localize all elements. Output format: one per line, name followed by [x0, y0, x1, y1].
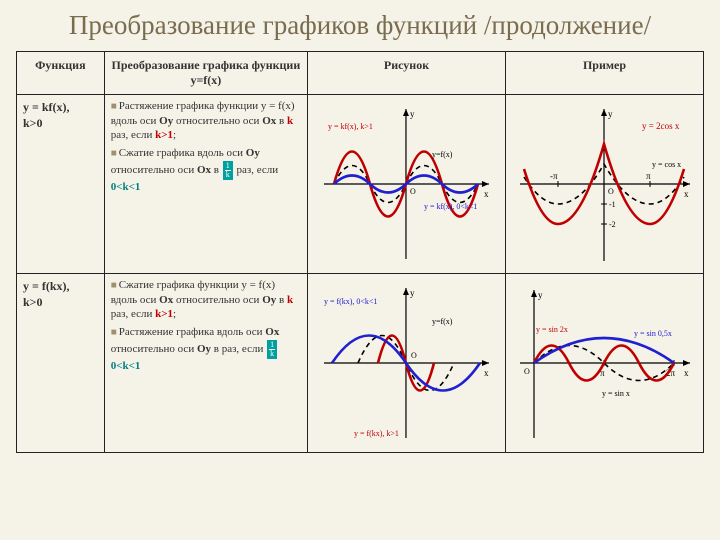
- e1oy: Oy: [262, 294, 276, 306]
- example-1-svg: y x O -π π -1 -2: [512, 99, 697, 269]
- d2ox: Ox: [197, 164, 211, 176]
- page-title: Преобразование графиков функций /продолж…: [16, 10, 704, 41]
- lbl-red: y = sin 2x: [536, 325, 568, 334]
- lbl-base: y=f(x): [432, 317, 453, 326]
- row-kf: y = kf(x), k>0 ■Растяжение графика функц…: [17, 95, 704, 274]
- lbl-mpi: -π: [550, 171, 558, 181]
- d2b: относительно оси: [111, 164, 197, 176]
- e2oy: Oy: [197, 343, 211, 355]
- e1c: в: [276, 294, 287, 306]
- example-cell-2: y x O π 2π y = sin 2x y: [506, 274, 704, 453]
- lbl-y: y: [608, 109, 613, 119]
- lbl-base: y=f(x): [432, 150, 453, 159]
- d1ox: Ox: [262, 115, 276, 127]
- e1cond: k>1: [155, 308, 173, 320]
- d1b: относительно оси: [173, 115, 262, 127]
- lbl-base: y = cos x: [652, 160, 681, 169]
- d1e: ;: [173, 129, 176, 141]
- bullet-icon: ■: [111, 148, 117, 159]
- lbl-red: y = f(kx), k>1: [354, 429, 399, 438]
- e2ox: Ox: [265, 326, 279, 338]
- row-fkx: y = f(kx), k>0 ■Сжатие графика функции y…: [17, 274, 704, 453]
- lbl-y: y: [410, 288, 415, 298]
- desc-cell-1: ■Растяжение графика функции y = f(x) вдо…: [104, 95, 307, 274]
- fn1-l2: k>0: [23, 115, 98, 131]
- lbl-y: y: [410, 109, 415, 119]
- e2c: в раз, если: [211, 343, 263, 355]
- lbl-red: y = kf(x), k>1: [328, 122, 373, 131]
- transform-table: Функция Преобразование графика функции y…: [16, 51, 704, 453]
- th-example: Пример: [506, 52, 704, 95]
- lbl-pi: π: [646, 171, 651, 181]
- figure-1-svg: y x O y = kf(x), k>1 y = kf(x), 0<k<1 y=…: [314, 99, 499, 269]
- d1c: в: [276, 115, 287, 127]
- lbl-y: y: [538, 290, 543, 300]
- th-figure: Рисунок: [308, 52, 506, 95]
- lbl-blue: y = sin 0,5x: [634, 329, 672, 338]
- lbl-o: O: [524, 367, 530, 376]
- figure-cell-2: y x O y = f(kx), 0<k<1 y = f(kx), k>1 y=…: [308, 274, 506, 453]
- lbl-o: O: [410, 187, 416, 196]
- th-transf: Преобразование графика функции y=f(x): [104, 52, 307, 95]
- d2d: раз, если: [236, 164, 278, 176]
- e2a: Растяжение графика вдоль оси: [119, 326, 266, 338]
- fn2-l2: k>0: [23, 294, 98, 310]
- e2b: относительно оси: [111, 343, 197, 355]
- lbl-blue: y = kf(x), 0<k<1: [424, 202, 477, 211]
- lbl-blue: y = f(kx), 0<k<1: [324, 297, 377, 306]
- fraction-1-over-k: 1k: [267, 340, 277, 359]
- e1e: ;: [173, 308, 176, 320]
- e2cond: 0<k<1: [111, 360, 141, 372]
- d2a: Сжатие графика вдоль оси: [119, 147, 246, 159]
- lbl-red: y = 2cos x: [642, 121, 680, 131]
- example-2-svg: y x O π 2π y = sin 2x y: [512, 278, 697, 448]
- fn-cell-1: y = kf(x), k>0: [17, 95, 105, 274]
- page: Преобразование графиков функций /продолж…: [0, 0, 720, 540]
- fn-cell-2: y = f(kx), k>0: [17, 274, 105, 453]
- d2oy: Oy: [246, 147, 260, 159]
- lbl-o: O: [411, 351, 417, 360]
- d1cond: k>1: [155, 129, 173, 141]
- d2c: в: [211, 164, 222, 176]
- d1k: k: [287, 115, 293, 127]
- example-cell-1: y x O -π π -1 -2: [506, 95, 704, 274]
- figure-cell-1: y x O y = kf(x), k>1 y = kf(x), 0<k<1 y=…: [308, 95, 506, 274]
- bullet-icon: ■: [111, 101, 117, 112]
- d1oy: Oy: [159, 115, 173, 127]
- lbl-m1: -1: [609, 200, 616, 209]
- fn1-l1: y = kf(x),: [23, 99, 98, 115]
- e1ox: Ox: [159, 294, 173, 306]
- e1b: относительно оси: [173, 294, 262, 306]
- lbl-m2: -2: [609, 220, 616, 229]
- d1d: раз, если: [111, 129, 155, 141]
- bullet-icon: ■: [111, 280, 117, 291]
- figure-2-svg: y x O y = f(kx), 0<k<1 y = f(kx), k>1 y=…: [314, 278, 499, 448]
- lbl-x: x: [484, 189, 489, 199]
- lbl-x: x: [684, 368, 689, 378]
- header-row: Функция Преобразование графика функции y…: [17, 52, 704, 95]
- e1d: раз, если: [111, 308, 155, 320]
- fraction-1-over-k: 1k: [223, 161, 233, 180]
- th-func: Функция: [17, 52, 105, 95]
- desc-cell-2: ■Сжатие графика функции y = f(x) вдоль о…: [104, 274, 307, 453]
- fn2-l1: y = f(kx),: [23, 278, 98, 294]
- d2cond: 0<k<1: [111, 181, 141, 193]
- lbl-o: O: [608, 187, 614, 196]
- lbl-base: y = sin x: [602, 389, 630, 398]
- lbl-x: x: [484, 368, 489, 378]
- e1k: k: [287, 294, 293, 306]
- bullet-icon: ■: [111, 327, 117, 338]
- lbl-x: x: [684, 189, 689, 199]
